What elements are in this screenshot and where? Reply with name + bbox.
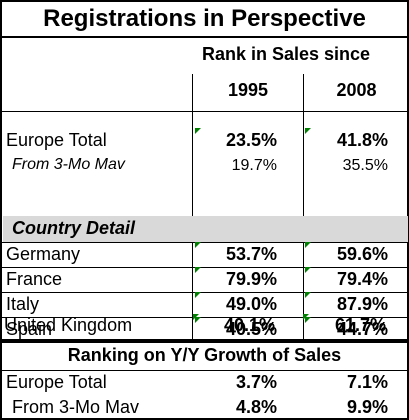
growth-from-3mo-1995: 4.8% <box>235 397 277 417</box>
growth-label-europe-total: Europe Total <box>6 372 107 392</box>
country-detail-band <box>3 216 408 243</box>
value-germany-1995: 53.7% <box>225 244 277 264</box>
row-label-germany: Germany <box>6 244 81 264</box>
green-marker <box>195 128 201 134</box>
growth-europe-2008: 7.1% <box>346 372 388 392</box>
value-europe-1995: 23.5% <box>225 130 277 150</box>
value-italy-2008: 87.9% <box>336 294 388 314</box>
green-marker <box>303 314 309 320</box>
value-uk-1995: 40.1% <box>223 315 275 335</box>
col-2008-header: 2008 <box>336 80 377 100</box>
green-marker <box>195 267 201 273</box>
value-france-1995: 79.9% <box>225 269 277 289</box>
growth-heading: Ranking on Y/Y Growth of Sales <box>67 345 342 365</box>
green-marker <box>195 292 201 298</box>
value-spain-2008: 44.7% <box>336 319 388 339</box>
green-marker <box>193 314 199 320</box>
green-marker <box>305 267 311 273</box>
growth-label-from-3mo: From 3-Mo Mav <box>12 397 140 417</box>
green-marker <box>195 242 201 248</box>
country-detail-label: Country Detail <box>12 218 136 238</box>
value-uk-2008: 61.7% <box>334 315 386 335</box>
row-label-uk: United Kingdom <box>4 315 133 335</box>
value-from-3mo-2008: 35.5% <box>342 157 388 174</box>
green-marker <box>305 128 311 134</box>
row-label-france: France <box>6 269 63 289</box>
row-label-from-3mo: From 3-Mo Mav <box>12 156 125 173</box>
row-label-italy: Italy <box>6 294 40 314</box>
value-germany-2008: 59.6% <box>336 244 388 264</box>
row-label-europe-total: Europe Total <box>6 130 107 150</box>
value-spain-1995: 40.5% <box>225 319 277 339</box>
green-marker <box>195 317 201 323</box>
green-marker <box>305 292 311 298</box>
rank-table: Rank in Sales since 1995 2008 Europe Tot… <box>0 36 409 342</box>
page-title: Registrations in Perspective <box>0 0 409 38</box>
green-marker <box>305 317 311 323</box>
value-europe-2008: 41.8% <box>336 130 388 150</box>
rank-header: Rank in Sales since <box>201 44 371 64</box>
col-1995-header: 1995 <box>227 80 269 100</box>
value-france-2008: 79.4% <box>336 269 388 289</box>
value-from-3mo-1995: 19.7% <box>231 157 277 174</box>
value-italy-1995: 49.0% <box>225 294 277 314</box>
green-marker <box>305 242 311 248</box>
growth-europe-1995: 3.7% <box>235 372 277 392</box>
growth-from-3mo-2008: 9.9% <box>346 397 388 417</box>
row-label-spain: Spain <box>6 319 53 339</box>
growth-table: Ranking on Y/Y Growth of Sales Europe To… <box>0 341 409 420</box>
